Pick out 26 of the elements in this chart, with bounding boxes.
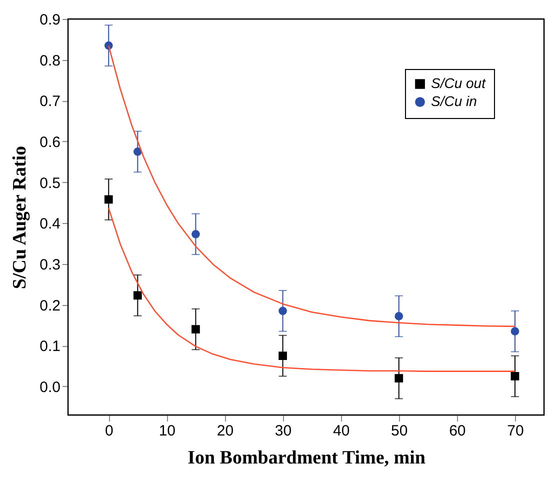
- point: [133, 291, 142, 300]
- point: [192, 325, 200, 334]
- x-tick-label: 50: [391, 422, 408, 440]
- x-tick-label: 10: [158, 422, 176, 440]
- y-tick-label: 0.8: [40, 52, 60, 70]
- y-tick-label: 0.9: [40, 12, 60, 28]
- y-tick-label: 0.5: [40, 174, 60, 192]
- y-tick-label: 0.4: [40, 216, 60, 233]
- x-tick-label: 30: [274, 422, 292, 440]
- y-tick-label: 0.7: [40, 93, 60, 110]
- x-tick-label: 60: [449, 422, 466, 440]
- y-tick-label: 0.3: [40, 256, 60, 274]
- legend-label: S/Cu out: [431, 75, 487, 91]
- legend-label: S/Cu in: [431, 93, 478, 109]
- x-tick-label: 20: [216, 422, 234, 440]
- y-axis-title: S/Cu Auger Ratio: [10, 146, 31, 290]
- y-tick-label: 0.6: [40, 134, 60, 151]
- y-tick-label: 0.2: [40, 297, 60, 314]
- x-axis-title: Ion Bombardment Time, min: [188, 448, 426, 468]
- point: [278, 352, 287, 360]
- x-tick-label: 40: [332, 422, 350, 440]
- point: [394, 374, 404, 382]
- y-tick-label: 0.1: [40, 338, 60, 356]
- x-tick-label: 0: [104, 422, 114, 440]
- x-tick-label: 70: [507, 422, 524, 440]
- y-tick-label: 0.0: [40, 378, 60, 396]
